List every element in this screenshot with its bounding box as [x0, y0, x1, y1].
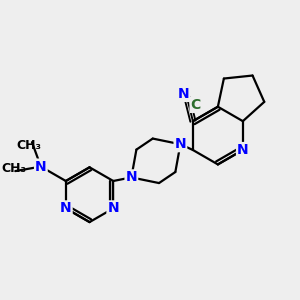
Text: N: N [237, 143, 249, 157]
Text: N: N [60, 201, 72, 215]
Text: N: N [178, 87, 189, 101]
Text: N: N [126, 170, 137, 184]
Text: CH₃: CH₃ [2, 162, 26, 175]
Text: CH₃: CH₃ [16, 139, 42, 152]
Text: C: C [190, 98, 201, 112]
Text: N: N [35, 160, 47, 174]
Text: N: N [107, 201, 119, 215]
Text: N: N [175, 137, 186, 151]
